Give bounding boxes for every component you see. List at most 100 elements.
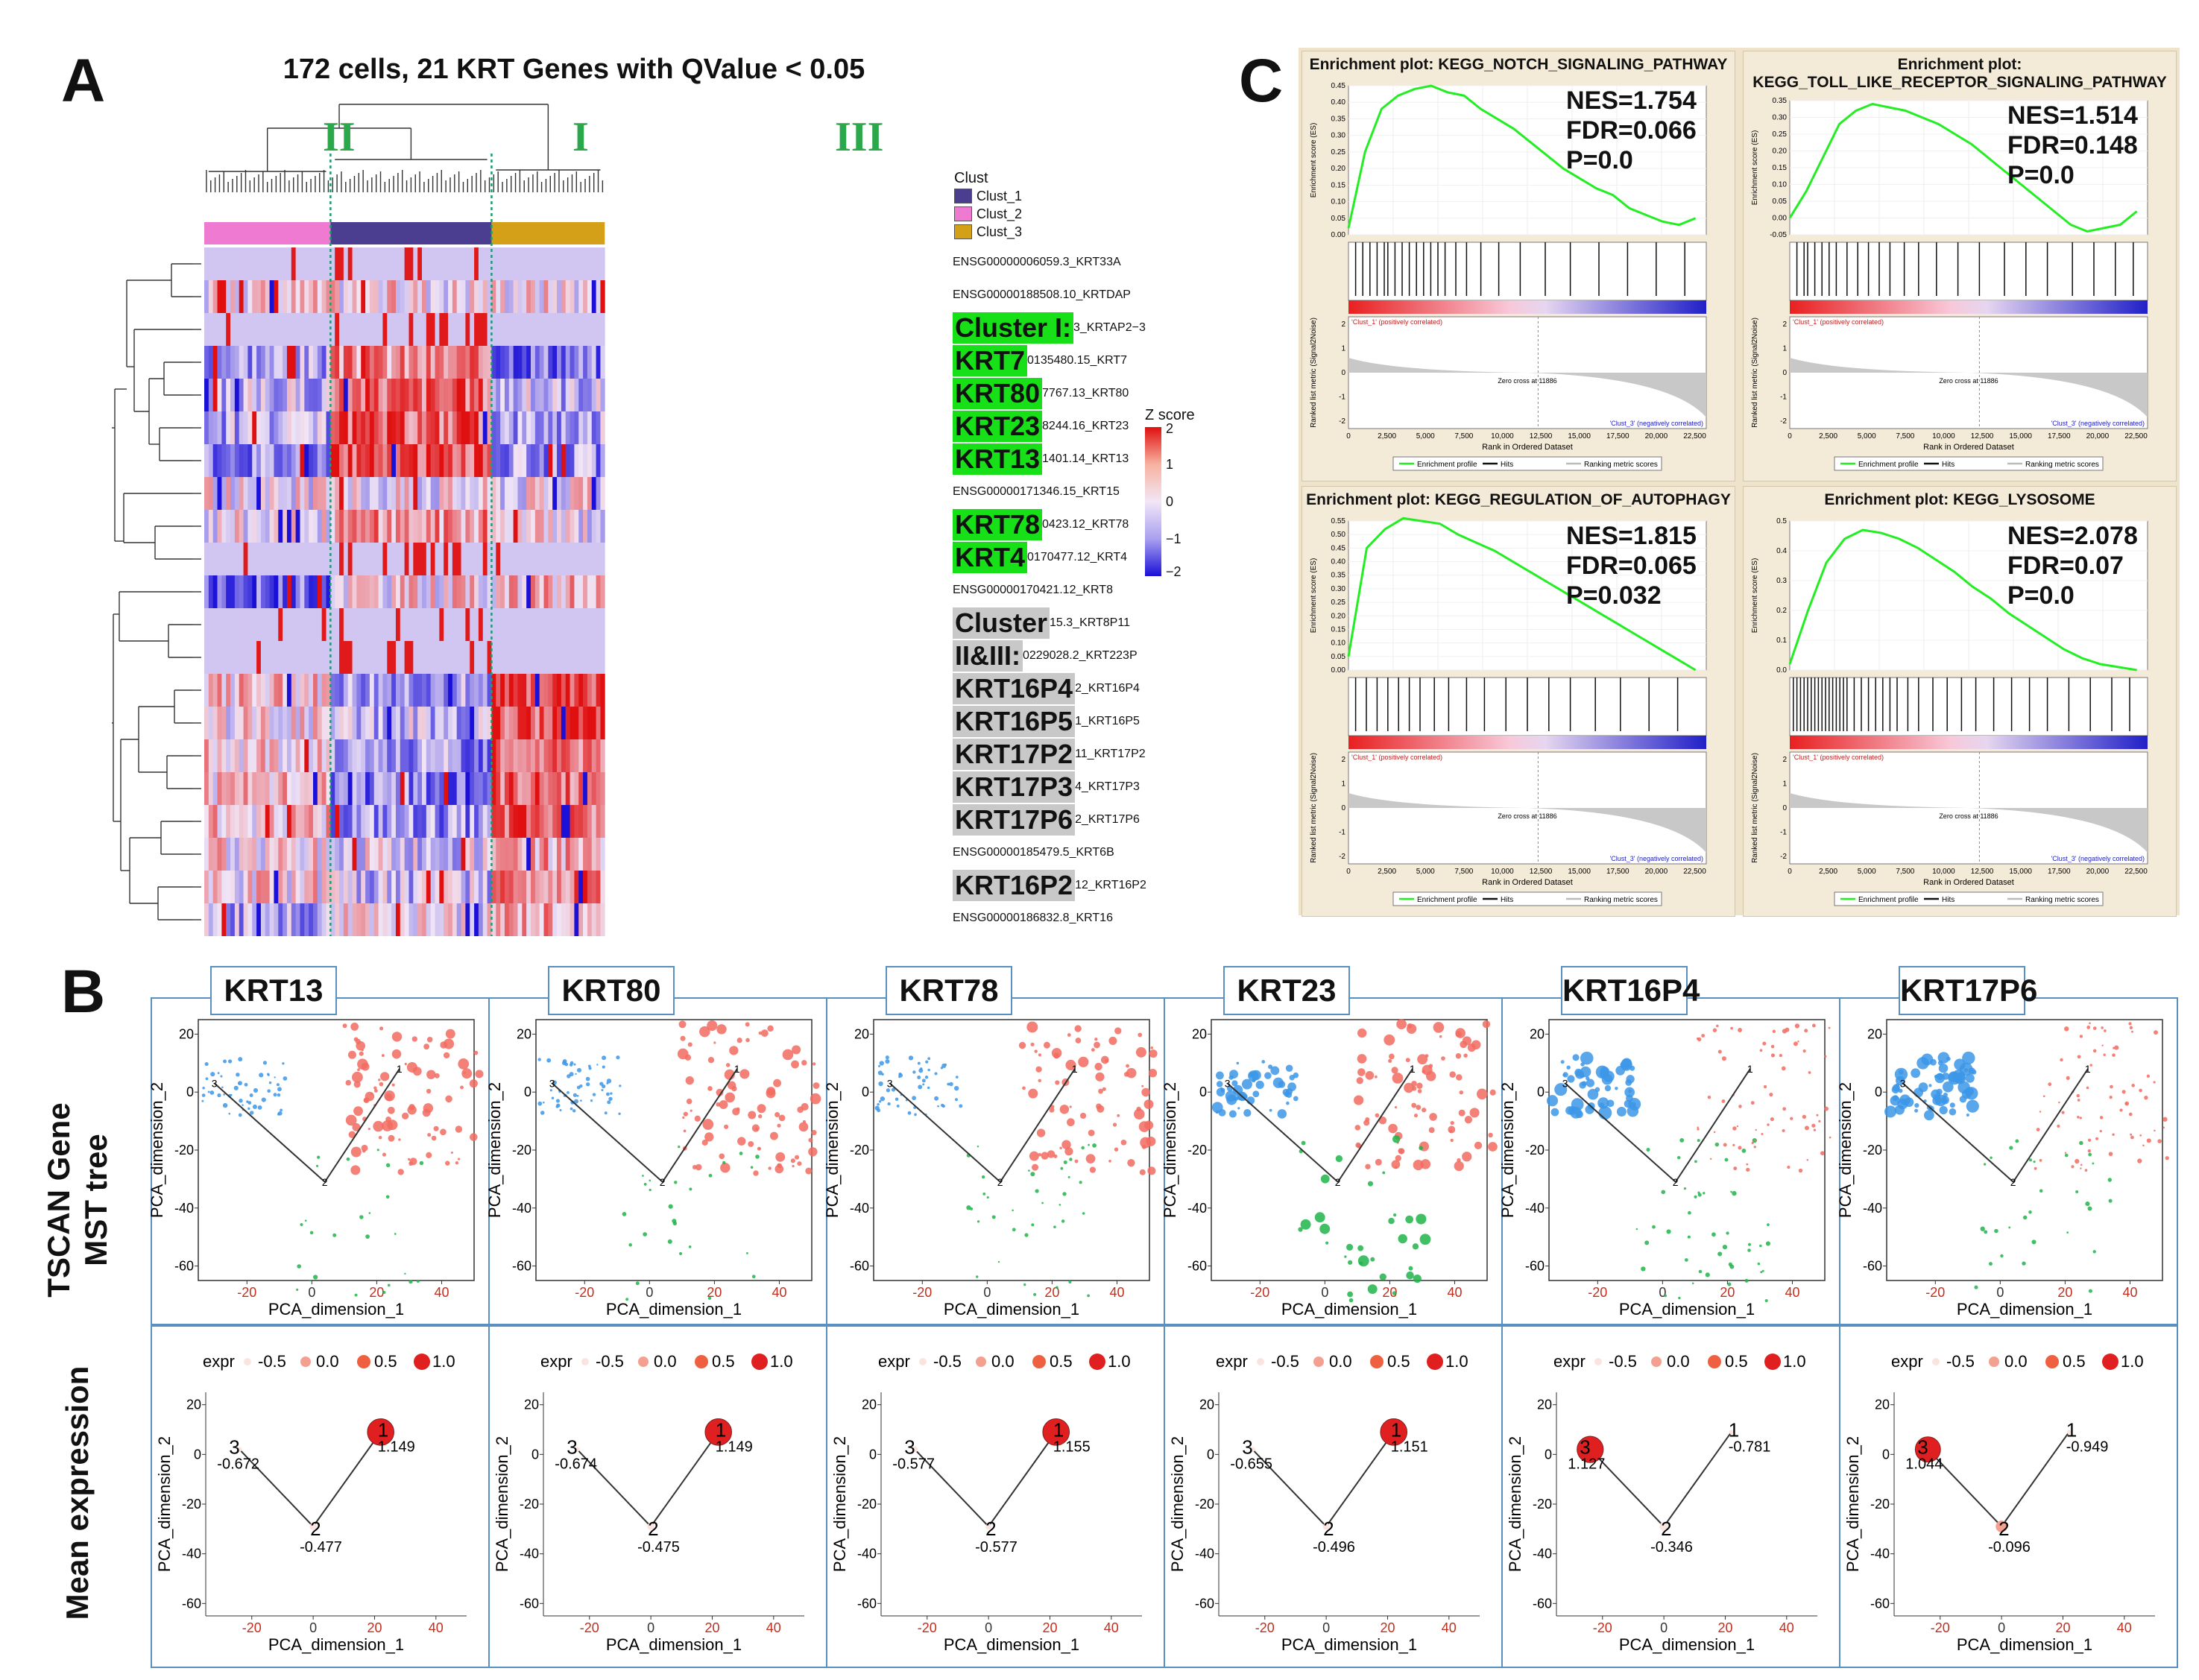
cell-point: [1828, 1026, 1831, 1029]
heatmap-cell: [304, 838, 309, 871]
cell-point: [382, 1120, 394, 1131]
cell-point: [1149, 1049, 1158, 1058]
heatmap-cell: [230, 280, 236, 313]
heatmap-cell: [369, 477, 375, 510]
heatmap-cell: [456, 608, 461, 641]
expr-legend-label: 0.0: [654, 1352, 677, 1371]
heatmap-cell: [373, 608, 379, 641]
heatmap-cell: [382, 871, 388, 903]
heatmap-cell: [422, 575, 427, 608]
cell-point: [1325, 1241, 1329, 1245]
gsea-grid: Enrichment plot: KEGG_NOTCH_SIGNALING_PA…: [1299, 48, 2180, 917]
mst-edges: [1227, 1068, 1413, 1184]
heatmap-cell: [295, 411, 300, 444]
heatmap-cell: [378, 871, 383, 903]
heatmap-cell: [591, 608, 596, 641]
heatmap-cell: [387, 379, 392, 411]
heatmap-cell: [426, 411, 432, 444]
heatmap-cell: [369, 707, 375, 739]
mst-node-label: 1: [2085, 1063, 2091, 1075]
heatmap-cell: [596, 641, 601, 674]
cell-point: [1562, 1072, 1568, 1078]
heatmap-cell: [309, 805, 314, 838]
y-tick: -60: [1195, 1596, 1214, 1611]
heatmap-cell: [330, 805, 335, 838]
heatmap-cell: [461, 510, 466, 543]
heatmap-cell: [260, 903, 266, 936]
legend-label: Ranking metric scores: [1584, 461, 1658, 469]
cell-point: [1980, 1226, 1985, 1231]
heatmap-cell: [217, 739, 222, 772]
heatmap-cell: [243, 477, 248, 510]
cell-point: [1450, 1120, 1454, 1125]
heatmap-cell: [260, 674, 266, 707]
es-tick: 0.35: [1331, 115, 1346, 123]
heatmap-cell: [531, 674, 536, 707]
cell-point: [572, 1093, 578, 1097]
cell-point: [2066, 1231, 2069, 1234]
heatmap-cell: [283, 772, 288, 805]
heatmap-cell: [252, 608, 257, 641]
legend-label: Ranking metric scores: [2025, 461, 2099, 469]
expr-legend-label: -0.5: [1271, 1352, 1299, 1371]
cell-point: [1604, 1084, 1612, 1092]
cell-point: [1691, 1282, 1694, 1285]
heatmap-cell: [508, 674, 514, 707]
cell-point: [1797, 1040, 1799, 1043]
heatmap-cell: [504, 379, 510, 411]
cell-point: [642, 1175, 644, 1177]
cell-point: [1949, 1102, 1955, 1108]
heatmap-cell: [513, 477, 518, 510]
legend-label: Enrichment profile: [1417, 896, 1477, 904]
cell-point: [391, 1049, 402, 1059]
heatmap-cell: [570, 379, 575, 411]
legend-swatch: [954, 224, 972, 239]
es-tick: 0.4: [1776, 547, 1787, 555]
gsea-stat-fdr: FDR=0.066: [1566, 116, 1697, 145]
heatmap-cell: [221, 739, 227, 772]
heatmap-cell: [335, 903, 340, 936]
cell-point: [585, 1076, 590, 1081]
y-axis-label: PCA_dimension_2: [488, 1082, 504, 1218]
x-axis-label: PCA_dimension_1: [1281, 1635, 1417, 1654]
cell-point: [1056, 1286, 1059, 1289]
legend-item-label: Clust_3: [977, 224, 1023, 239]
heatmap-cell: [482, 838, 488, 871]
cell-point: [2130, 1133, 2133, 1136]
heatmap-cell: [600, 838, 605, 871]
heatmap-cell: [557, 641, 562, 674]
heatmap-cell: [470, 608, 475, 641]
heatmap-cell: [470, 805, 475, 838]
heatmap-cell: [252, 575, 257, 608]
cell-point: [702, 1119, 714, 1130]
heatmap-cell: [365, 805, 370, 838]
heatmap-cell: [517, 543, 523, 575]
heatmap-cell: [578, 707, 584, 739]
cell-point: [1717, 1049, 1722, 1054]
gsea-stat-nes: NES=1.514: [2007, 101, 2138, 130]
cell-point: [1028, 1088, 1038, 1099]
cell-point: [2139, 1088, 2142, 1093]
cell-point: [352, 1071, 363, 1083]
heatmap-cell: [413, 608, 418, 641]
heatmap-cell: [461, 674, 466, 707]
metric-tick: -2: [1780, 417, 1787, 426]
heatmap-cell: [395, 444, 401, 477]
heatmap-cell: [444, 411, 449, 444]
cell-point: [625, 1298, 629, 1301]
cell-point: [1938, 1063, 1949, 1073]
cell-point: [242, 1104, 244, 1106]
cell-point: [986, 1196, 989, 1199]
heatmap-cell: [444, 641, 449, 674]
expr-legend-label: 1.0: [770, 1352, 793, 1371]
cell-point: [1382, 1171, 1386, 1175]
heatmap-cell: [326, 903, 331, 936]
cell-point: [886, 1088, 891, 1093]
cell-point: [1211, 1102, 1223, 1114]
heatmap-cell: [243, 575, 248, 608]
heatmap-cell: [265, 477, 270, 510]
heatmap-cell: [317, 313, 323, 346]
cell-point: [619, 1084, 622, 1087]
heatmap-cell: [596, 739, 601, 772]
heatmap-cell: [526, 379, 531, 411]
